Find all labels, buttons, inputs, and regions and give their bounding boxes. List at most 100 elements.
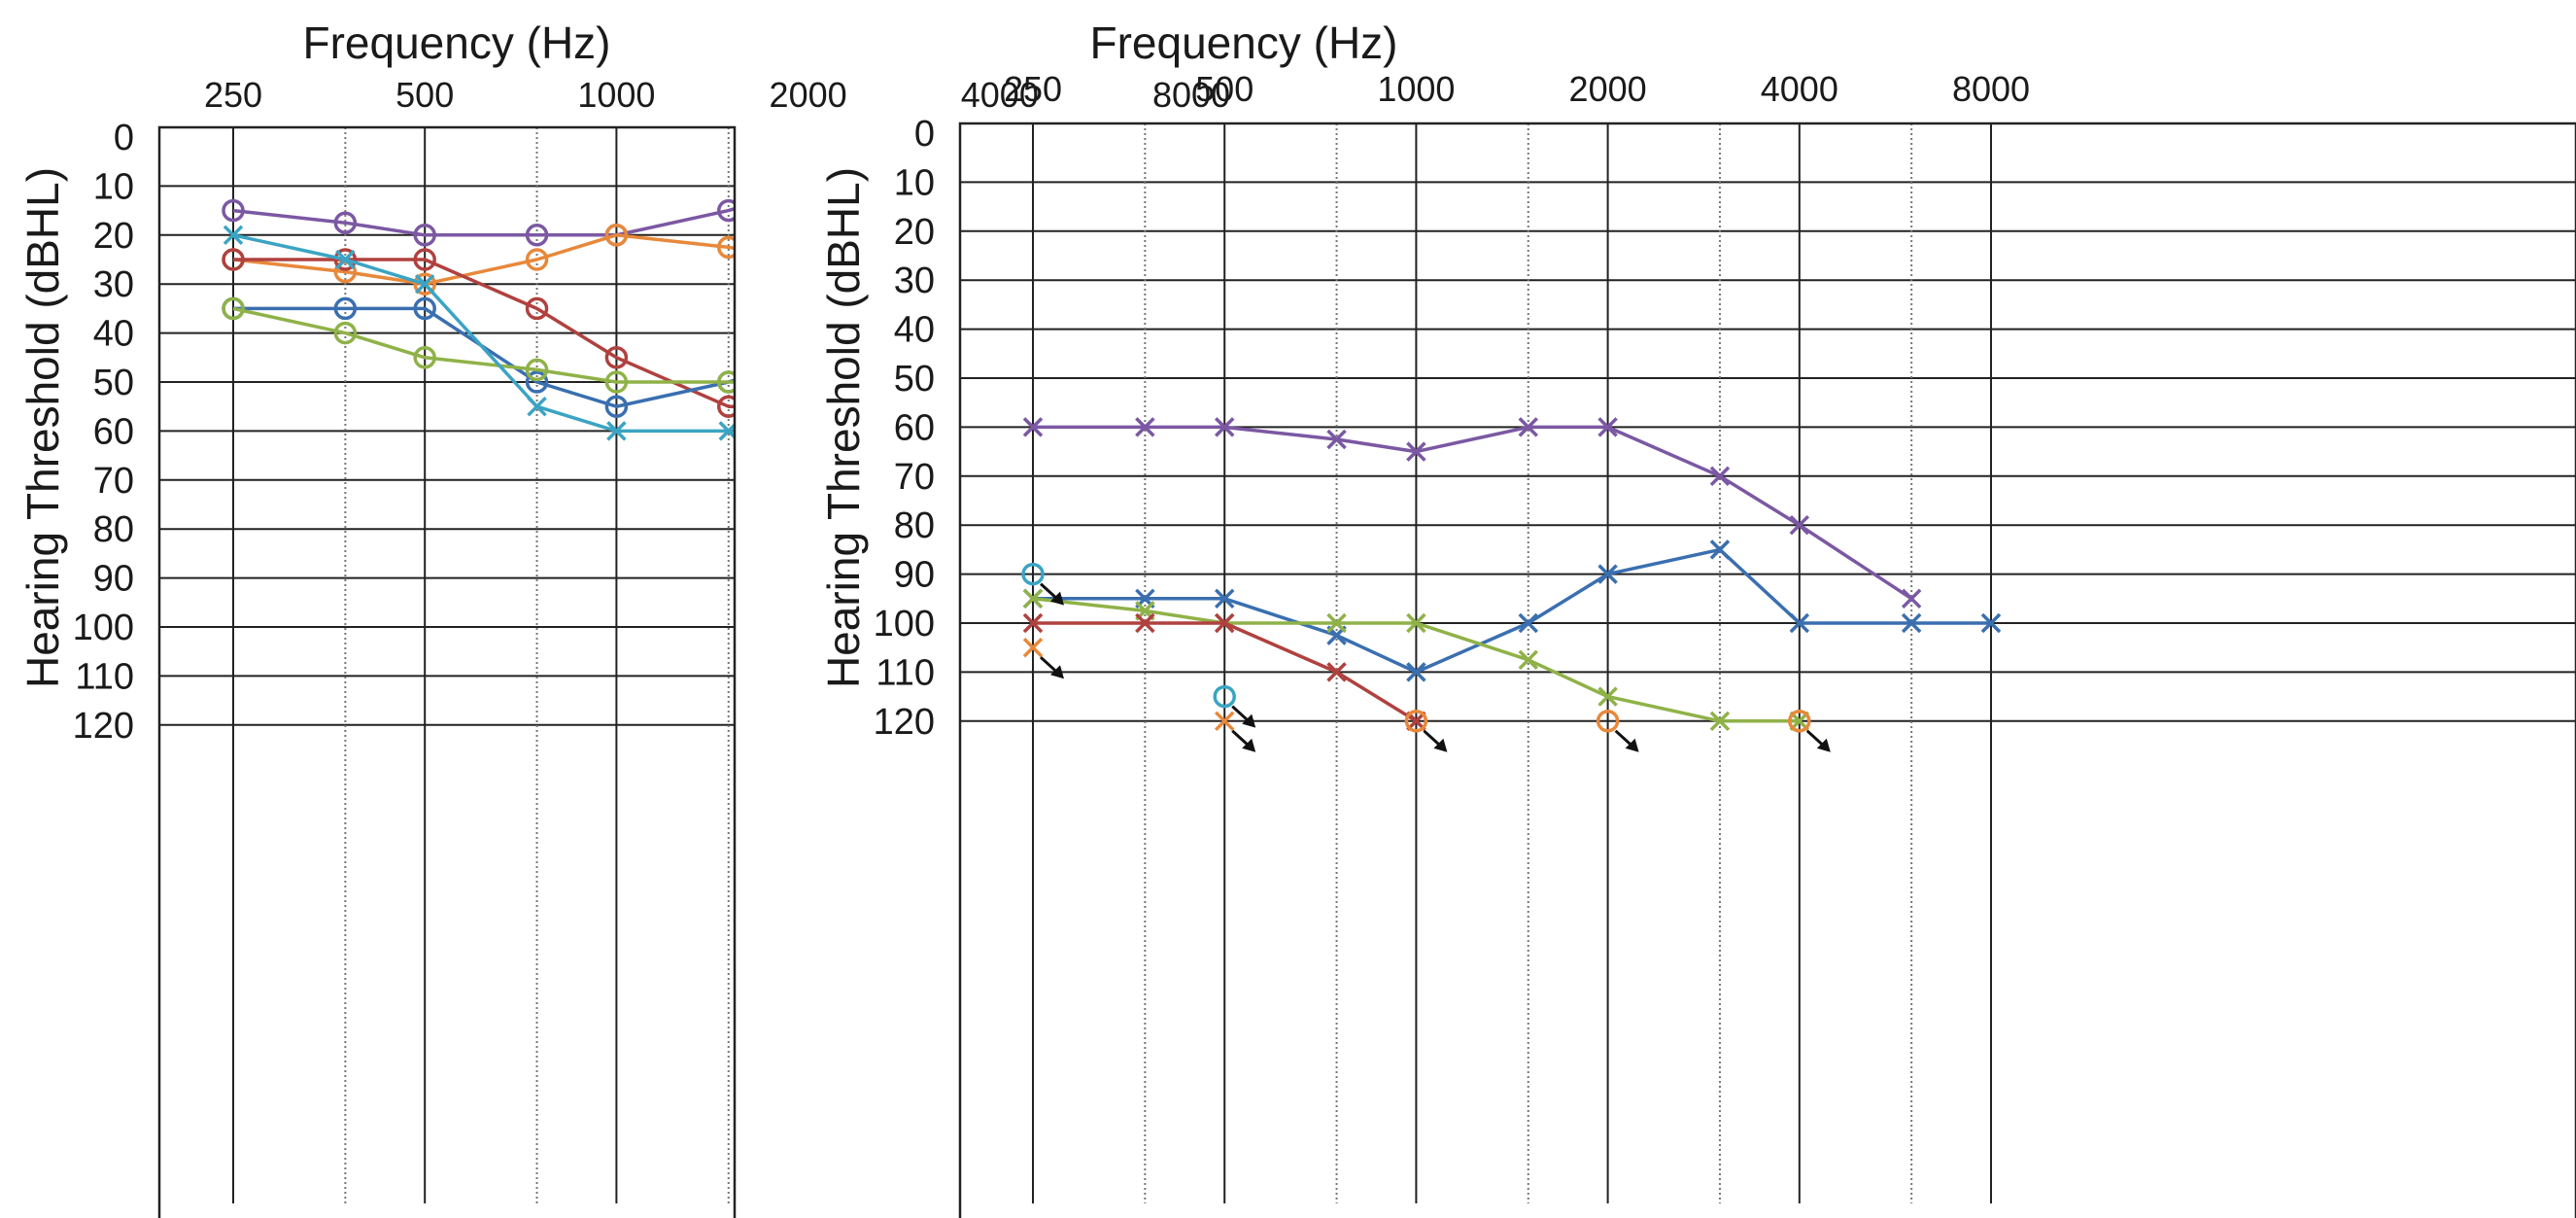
series-line [232, 206, 735, 237]
y-tick-label: 110 [876, 652, 935, 693]
no-response-marker [1788, 710, 1811, 733]
data-point [799, 372, 818, 392]
no-response-arrow [1231, 705, 1256, 728]
data-point-stroke [527, 396, 547, 417]
data-point [990, 421, 1010, 440]
data-point [1102, 397, 1121, 416]
data-point [990, 421, 1010, 440]
data-point [1326, 612, 1347, 634]
y-tick-label: 100 [874, 604, 935, 644]
data-point [1518, 417, 1538, 437]
data-point [333, 321, 358, 345]
data-point-stroke [1406, 441, 1426, 462]
data-point [1022, 588, 1044, 609]
data-point [1326, 429, 1347, 450]
data-point [717, 370, 735, 394]
data-point-stroke [1597, 564, 1618, 584]
data-point [1135, 417, 1155, 437]
data-point [799, 250, 818, 269]
x-axis-title: Frequency (Hz) [1090, 17, 1398, 68]
y-tick-label: 0 [114, 118, 134, 158]
data-point [335, 249, 356, 270]
no-response-marker [1214, 711, 1235, 732]
data-point [991, 471, 1009, 489]
arrow-head [1242, 738, 1256, 752]
data-point [413, 272, 436, 296]
y-axis-title: Hearing Threshold (dBHL) [818, 167, 869, 688]
data-point-stroke [1214, 612, 1235, 634]
data-point [333, 211, 358, 234]
y-tick-label: 120 [73, 706, 134, 747]
data-point [1326, 662, 1347, 682]
data-point-stroke [991, 471, 1009, 489]
data-point [1406, 612, 1426, 634]
data-point-stroke [1183, 471, 1200, 489]
data-point [1214, 612, 1235, 634]
x-tick-label: 2000 [770, 75, 847, 115]
data-point-stroke [1709, 539, 1731, 560]
data-point [525, 296, 549, 321]
series-line [232, 233, 735, 286]
y-axis-title: Hearing Threshold (dBHL) [17, 167, 68, 688]
arrow-head [1433, 738, 1448, 752]
x-tick-label: 8000 [1952, 69, 2030, 109]
y-tick-label: 30 [93, 264, 134, 305]
no-response-marker-stroke [1022, 637, 1044, 658]
y-tick-label: 100 [73, 608, 134, 648]
no-response-arrow [1614, 729, 1639, 752]
data-point-stroke [1901, 612, 1922, 634]
data-point-stroke [1518, 612, 1538, 634]
data-point-stroke [1022, 417, 1044, 437]
no-response-arrow [1423, 729, 1448, 752]
x-tick-label: 4000 [961, 75, 1039, 115]
data-point [413, 224, 436, 247]
arrow-head [1050, 665, 1064, 679]
data-point [800, 422, 817, 439]
plot-frame [157, 125, 737, 1218]
data-point-stroke [1597, 417, 1618, 437]
data-point [1789, 514, 1810, 536]
arrow-head [1816, 738, 1831, 752]
data-point [1022, 417, 1044, 437]
series-line [232, 306, 735, 384]
y-tick-label: 50 [894, 359, 935, 400]
data-point [1518, 649, 1538, 671]
data-point-stroke [1709, 466, 1731, 487]
data-point [717, 198, 735, 223]
data-point [1102, 495, 1121, 514]
x-axis-title: Frequency (Hz) [303, 17, 611, 68]
data-point-stroke [1326, 429, 1347, 450]
plot-area [159, 127, 1201, 1203]
audiogram-right: 0 10 20 30 40 50 60 70 80 90 100 110 120 250 500 1000 20… [818, 17, 2576, 1218]
data-point [222, 248, 245, 271]
data-point [799, 176, 818, 195]
data-point-stroke [414, 273, 435, 295]
data-point-stroke [1326, 612, 1347, 634]
x-tick-label: 4000 [1761, 69, 1838, 109]
x-tick-label: 1000 [577, 75, 655, 115]
data-point [799, 397, 818, 416]
data-point [413, 248, 436, 271]
y-tick-label: 50 [93, 363, 134, 403]
arrow-head [1242, 713, 1256, 728]
y-tick-label: 80 [894, 505, 935, 546]
x-tick-label: 8000 [1152, 75, 1230, 115]
data-point [1022, 612, 1044, 634]
data-point [525, 370, 549, 394]
data-point [1406, 662, 1426, 682]
data-point [1406, 441, 1426, 462]
no-response-marker [1021, 562, 1045, 586]
data-point [1597, 417, 1618, 437]
data-point-stroke [1597, 686, 1618, 707]
data-point [413, 346, 436, 369]
data-point [527, 396, 547, 417]
plot-area [960, 123, 2576, 1203]
data-point [1182, 446, 1201, 466]
y-tick-label: 90 [93, 559, 134, 600]
data-point-stroke [335, 249, 356, 270]
data-point [1214, 588, 1235, 609]
data-point [1135, 612, 1155, 634]
data-point-stroke [1406, 612, 1426, 634]
